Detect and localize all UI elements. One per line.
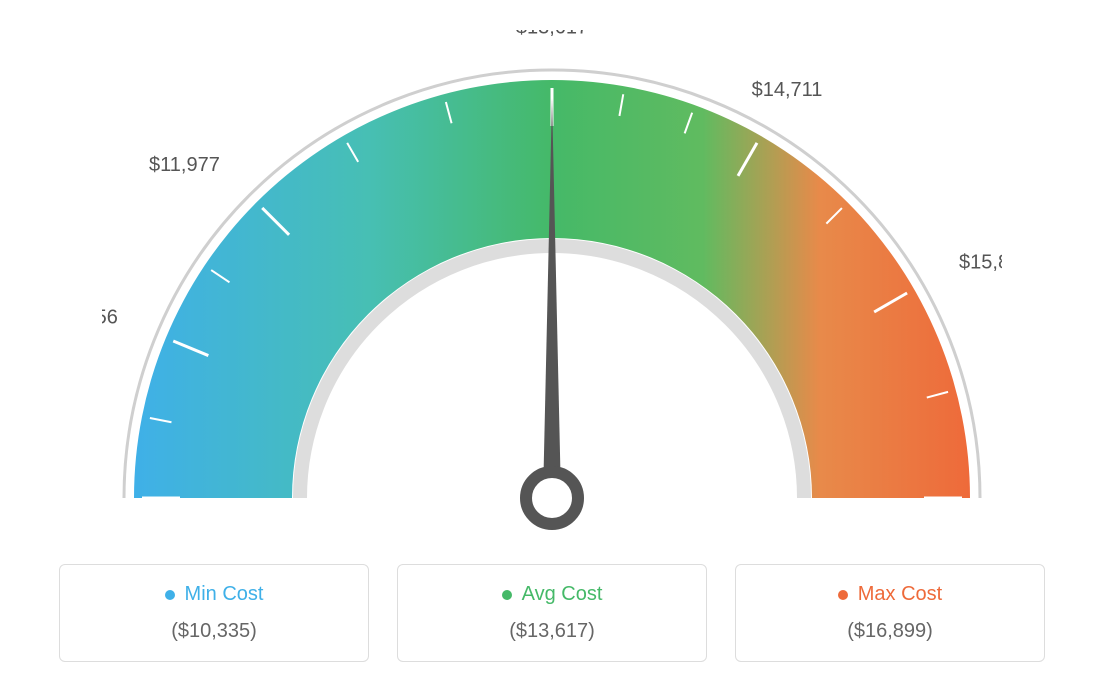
legend-title-avg: Avg Cost <box>502 583 603 606</box>
gauge-tick-label: $11,977 <box>149 154 220 176</box>
gauge-tick-label: $11,156 <box>102 306 118 328</box>
dot-icon <box>838 590 848 600</box>
gauge-tick-label: $15,805 <box>959 251 1002 273</box>
dot-icon <box>165 590 175 600</box>
gauge-tick-label: $13,617 <box>516 30 588 38</box>
legend-card-min: Min Cost ($10,335) <box>59 564 369 662</box>
legend-label: Avg Cost <box>522 583 603 606</box>
legend-value-max: ($16,899) <box>736 620 1044 643</box>
gauge-tick-label: $14,711 <box>752 79 823 101</box>
legend-label: Min Cost <box>185 583 264 606</box>
gauge-needle-hub <box>526 472 578 524</box>
legend-card-max: Max Cost ($16,899) <box>735 564 1045 662</box>
legend-row: Min Cost ($10,335) Avg Cost ($13,617) Ma… <box>0 564 1104 662</box>
legend-value-avg: ($13,617) <box>398 620 706 643</box>
cost-gauge: $10,335$11,156$11,977$13,617$14,711$15,8… <box>102 30 1002 530</box>
gauge-svg: $10,335$11,156$11,977$13,617$14,711$15,8… <box>102 30 1002 530</box>
legend-label: Max Cost <box>858 583 942 606</box>
dot-icon <box>502 590 512 600</box>
legend-card-avg: Avg Cost ($13,617) <box>397 564 707 662</box>
legend-title-max: Max Cost <box>838 583 942 606</box>
legend-value-min: ($10,335) <box>60 620 368 643</box>
legend-title-min: Min Cost <box>165 583 264 606</box>
